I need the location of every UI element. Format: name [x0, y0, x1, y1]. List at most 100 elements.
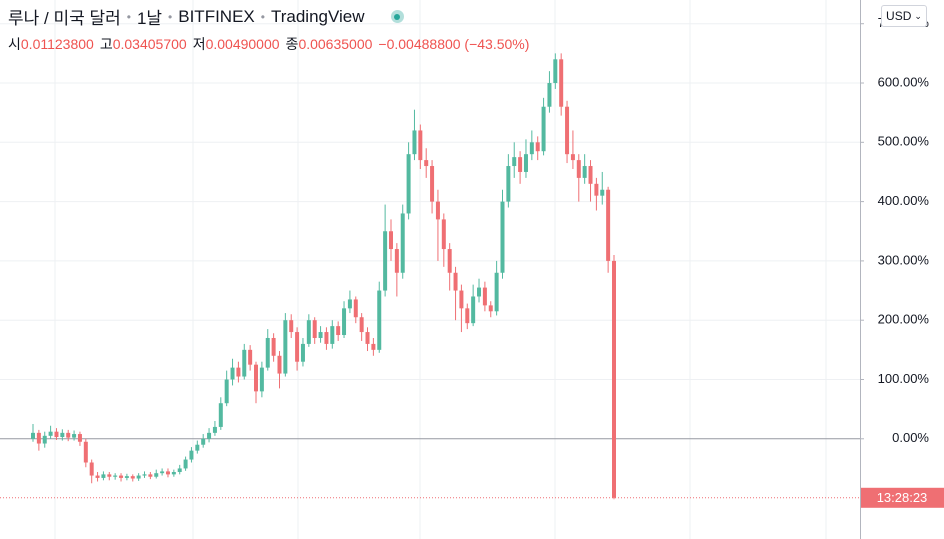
candle-body — [265, 337, 270, 368]
candle-body — [77, 434, 82, 442]
high-value: 0.03405700 — [112, 36, 187, 52]
candle-body — [107, 474, 112, 477]
candle-body — [154, 473, 159, 477]
candle-body — [312, 320, 317, 338]
candle-body — [271, 337, 276, 356]
candle-body — [183, 459, 188, 469]
candle-body — [230, 367, 235, 380]
x-grid — [54, 0, 827, 539]
candle-body — [259, 367, 264, 392]
candle-body — [83, 441, 88, 463]
candle-body — [177, 468, 182, 472]
candle-body — [500, 201, 505, 273]
candle-body — [195, 444, 200, 451]
close-label: 종 — [285, 36, 299, 52]
candle-body — [412, 130, 417, 155]
candle-body — [300, 343, 305, 362]
candle-body — [60, 432, 65, 438]
y-tick-label: 500.00% — [878, 134, 930, 149]
countdown: 13:28:23 — [877, 490, 928, 505]
currency-button[interactable]: USD ⌄ — [881, 5, 927, 27]
candle-body — [142, 474, 147, 476]
candle-body — [547, 83, 552, 107]
candle-body — [588, 166, 593, 184]
source: TradingView — [270, 6, 365, 26]
candle-body — [365, 332, 370, 344]
candle-body — [559, 59, 564, 107]
candle-body — [400, 213, 405, 273]
candle-body — [254, 364, 259, 392]
candle-body — [236, 367, 241, 377]
candle-body — [295, 332, 300, 362]
candle-body — [353, 299, 358, 318]
candle-body — [165, 471, 170, 475]
candle-body — [383, 231, 388, 291]
candle-body — [160, 471, 165, 474]
candle-body — [95, 475, 100, 478]
candle-body — [113, 475, 118, 477]
candle-body — [242, 349, 247, 377]
candle-body — [600, 189, 605, 196]
candle-body — [471, 296, 476, 324]
candle-body — [336, 326, 341, 336]
candle-body — [318, 332, 323, 338]
candle-body — [124, 476, 129, 478]
candle-body — [541, 106, 546, 152]
candle-body — [189, 450, 194, 460]
candle-body — [136, 475, 141, 479]
candle-body — [377, 290, 382, 350]
candle-body — [482, 287, 487, 306]
candle-body — [148, 474, 153, 477]
interval: 1날 — [136, 9, 163, 28]
candle-body — [406, 154, 411, 214]
low-value: 0.00490000 — [205, 36, 280, 52]
candle-body — [347, 299, 352, 309]
candle-body — [418, 130, 423, 161]
currency: USD — [886, 9, 912, 23]
candle-body — [494, 272, 499, 312]
separator: • — [260, 9, 265, 24]
candle-body — [570, 154, 575, 161]
candle-body — [606, 189, 611, 261]
candle-body — [48, 431, 53, 436]
close-value: 0.00635000 — [298, 36, 373, 52]
candle-body — [529, 142, 534, 155]
candle-body — [512, 157, 517, 167]
candle-body — [430, 166, 435, 202]
y-tick-label: 100.00% — [878, 371, 930, 386]
candle-body — [130, 476, 135, 479]
candle-body — [359, 317, 364, 333]
y-tick-label: 300.00% — [878, 252, 930, 267]
candle-body — [523, 154, 528, 172]
candle-body — [518, 157, 523, 172]
candle-body — [201, 438, 206, 445]
y-tick-label: 600.00% — [878, 74, 930, 89]
candle-body — [101, 474, 106, 478]
candle-body — [54, 431, 59, 438]
candle-body — [441, 219, 446, 250]
candle-body — [72, 434, 77, 438]
candle-body — [66, 432, 71, 438]
candle-body — [31, 432, 35, 439]
separator: • — [126, 9, 131, 24]
countdown-box — [861, 487, 944, 508]
candle-body — [459, 290, 464, 309]
candle-body — [306, 320, 311, 344]
candle-body — [435, 201, 440, 220]
candle-body — [224, 379, 229, 404]
symbol: 루나 / 미국 달러 — [8, 9, 121, 28]
candle-body — [212, 426, 217, 433]
candle-body — [42, 435, 47, 444]
candle-body — [283, 320, 288, 374]
candle-body — [171, 471, 176, 475]
y-tick-label: 0.00% — [892, 430, 929, 445]
separator: • — [168, 9, 173, 24]
candle-body — [218, 403, 223, 427]
high-label: 고 — [99, 36, 113, 52]
candle-body — [465, 308, 470, 324]
candle-body — [89, 462, 94, 476]
low-label: 저 — [192, 36, 206, 52]
market-status[interactable] — [390, 10, 404, 23]
